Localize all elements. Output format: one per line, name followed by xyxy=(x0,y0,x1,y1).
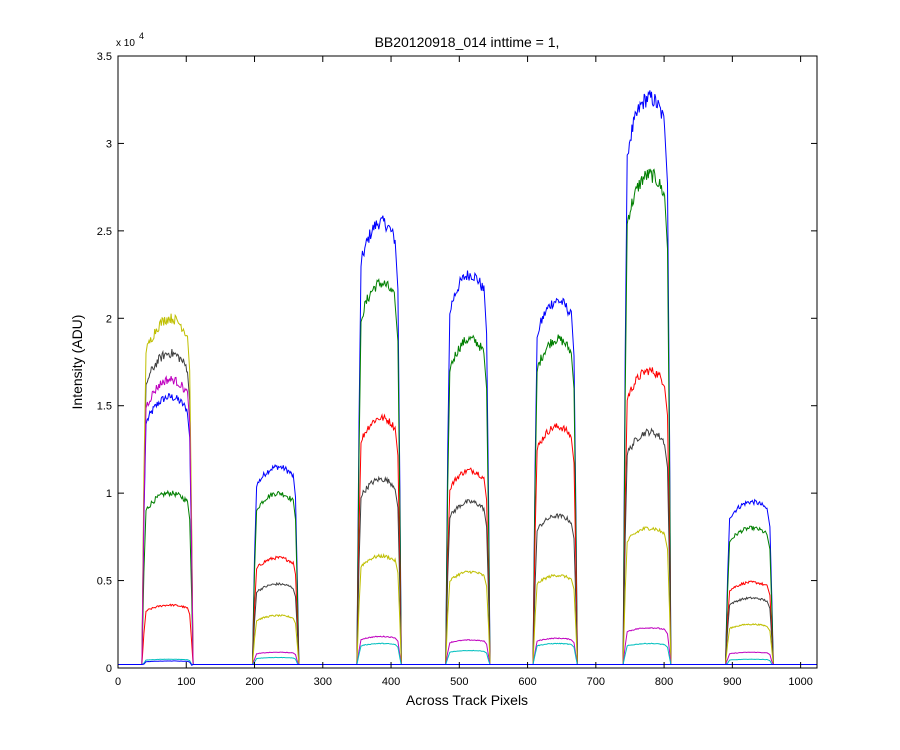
y-exponent-power: 4 xyxy=(139,31,144,41)
series-line-magenta xyxy=(118,375,817,665)
x-tick-label: 100 xyxy=(177,676,195,688)
x-tick-label: 800 xyxy=(655,676,673,688)
series-line-yellow xyxy=(118,313,817,665)
x-tick-label: 900 xyxy=(723,676,741,688)
x-tick-label: 300 xyxy=(314,676,332,688)
x-tick-label: 1000 xyxy=(788,676,812,688)
x-tick-label: 600 xyxy=(518,676,536,688)
y-exponent-base: x 10 xyxy=(116,38,135,49)
y-tick-label: 3.5 xyxy=(97,51,112,63)
x-tick-label: 500 xyxy=(450,676,468,688)
y-tick-label: 2 xyxy=(106,313,112,325)
x-axis-label: Across Track Pixels xyxy=(406,692,528,708)
tick-layer: 0 100 200 300 400 500 600 700 800 900 1000 0 0.5 1 1.5… xyxy=(97,51,817,688)
chart-title: BB20120918_014 inttime = 1, xyxy=(375,34,560,50)
y-tick-label: 2.5 xyxy=(97,226,112,238)
y-tick-label: 0 xyxy=(106,663,112,675)
x-tick-label: 200 xyxy=(245,676,263,688)
series-line-green xyxy=(118,168,817,665)
series-layer xyxy=(118,90,817,666)
y-axis-label: Intensity (ADU) xyxy=(69,315,85,410)
plot-background xyxy=(118,56,817,668)
x-tick-label: 0 xyxy=(115,676,121,688)
series-line-cyan xyxy=(118,642,817,665)
x-tick-label: 700 xyxy=(587,676,605,688)
x-tick-label: 400 xyxy=(382,676,400,688)
plot-frame xyxy=(117,55,818,669)
y-tick-label: 3 xyxy=(106,138,112,150)
y-tick-label: 1 xyxy=(106,488,112,500)
y-tick-label: 0.5 xyxy=(97,576,112,588)
y-tick-label: 1.5 xyxy=(97,401,112,413)
series-line-blue-low xyxy=(118,660,817,666)
series-line-black xyxy=(118,348,817,665)
